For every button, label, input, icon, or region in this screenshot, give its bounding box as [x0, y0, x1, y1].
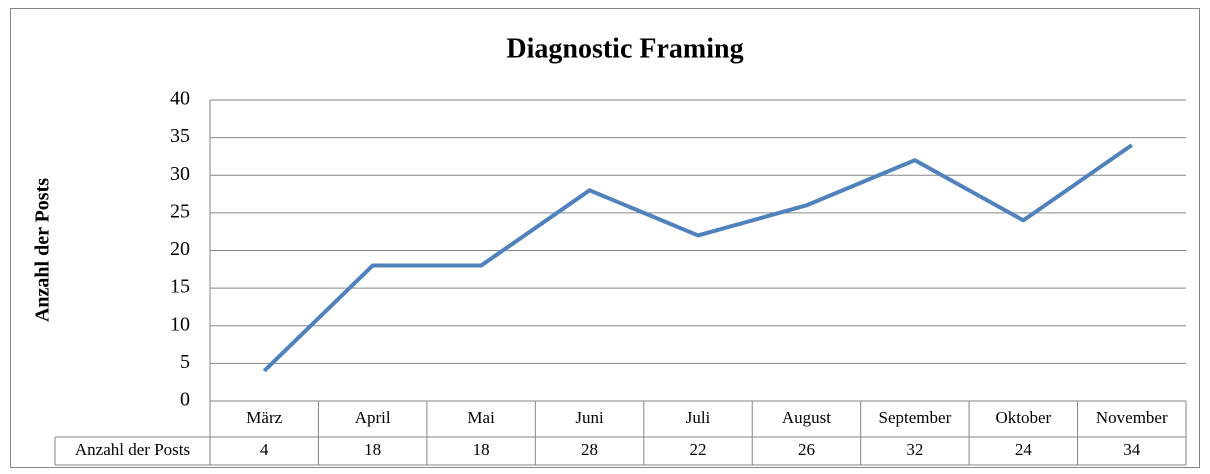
table-value: 26 [798, 440, 815, 459]
y-tick-label: 20 [170, 238, 190, 260]
y-tick-label: 30 [170, 163, 190, 185]
y-tick-label: 5 [180, 351, 190, 373]
table-row-header: Anzahl der Posts [75, 440, 190, 459]
table-value: 34 [1123, 440, 1141, 459]
x-tick-label: Juli [686, 408, 711, 427]
chart-border [10, 8, 1200, 468]
y-tick-label: 15 [170, 276, 190, 298]
y-axis-label: Anzahl der Posts [32, 178, 54, 322]
y-tick-label: 40 [170, 88, 190, 110]
table-value: 28 [581, 440, 598, 459]
x-tick-label: November [1096, 408, 1168, 427]
chart-title: Diagnostic Framing [506, 33, 743, 64]
x-tick-label: März [246, 408, 282, 427]
table-value: 24 [1015, 440, 1033, 459]
x-tick-label: Juni [575, 408, 604, 427]
table-value: 18 [364, 440, 381, 459]
table-value: 18 [473, 440, 490, 459]
table-value: 32 [906, 440, 923, 459]
x-tick-label: April [355, 408, 391, 427]
x-tick-label: September [879, 408, 952, 427]
y-tick-label: 0 [180, 389, 190, 411]
line-series [262, 143, 1133, 373]
x-tick-label: August [782, 408, 831, 427]
x-tick-label: Oktober [995, 408, 1051, 427]
y-tick-label: 25 [170, 200, 190, 222]
y-tick-label: 10 [170, 313, 190, 335]
x-tick-label: Mai [467, 408, 495, 427]
y-tick-label: 35 [170, 125, 190, 147]
table-value: 22 [690, 440, 707, 459]
table-value: 4 [260, 440, 269, 459]
